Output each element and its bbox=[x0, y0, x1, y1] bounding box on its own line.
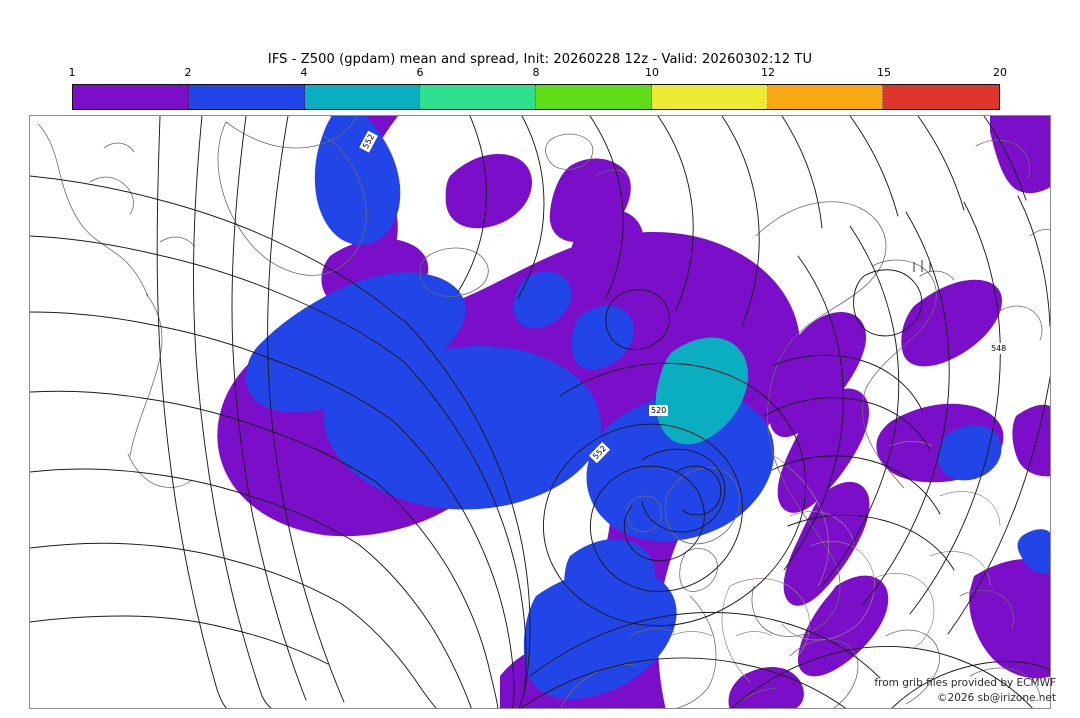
front-symbols bbox=[913, 260, 931, 272]
colorbar-band-15-20 bbox=[883, 85, 999, 109]
colorbar-tick-1: 1 bbox=[68, 66, 76, 79]
colorbar-tick-20: 20 bbox=[993, 66, 1007, 79]
colorbar-tick-12: 12 bbox=[761, 66, 775, 79]
map-canvas bbox=[30, 116, 1050, 708]
country-borders bbox=[669, 441, 1001, 683]
colorbar-tick-15: 15 bbox=[877, 66, 891, 79]
colorbar-legend: 1 2 4 6 8 10 12 15 20 bbox=[68, 66, 1008, 110]
colorbar-tick-8: 8 bbox=[532, 66, 540, 79]
colorbar-band-12-15 bbox=[767, 85, 884, 109]
colorbar-bands bbox=[72, 84, 1000, 110]
colorbar-tick-labels: 1 2 4 6 8 10 12 15 20 bbox=[68, 66, 1008, 82]
contour-label-548: 548 bbox=[989, 343, 1009, 354]
map-panel[interactable]: 552 520 552 548 bbox=[29, 115, 1051, 709]
spread-shading-band-2-4 bbox=[246, 116, 1050, 700]
colorbar-tick-10: 10 bbox=[645, 66, 659, 79]
colorbar-band-6-8 bbox=[420, 85, 536, 109]
colorbar-band-2-4 bbox=[188, 85, 305, 109]
colorbar-tick-2: 2 bbox=[184, 66, 192, 79]
colorbar-tick-4: 4 bbox=[300, 66, 308, 79]
colorbar-band-8-10 bbox=[536, 85, 652, 109]
colorbar-band-1-2 bbox=[73, 85, 189, 109]
contour-label-520: 520 bbox=[649, 405, 669, 416]
mean-height-contours bbox=[30, 116, 1050, 708]
colorbar-band-4-6 bbox=[304, 85, 421, 109]
colorbar-tick-6: 6 bbox=[416, 66, 424, 79]
colorbar-band-10-12 bbox=[651, 85, 768, 109]
page-title: IFS - Z500 (gpdam) mean and spread, Init… bbox=[267, 52, 813, 67]
